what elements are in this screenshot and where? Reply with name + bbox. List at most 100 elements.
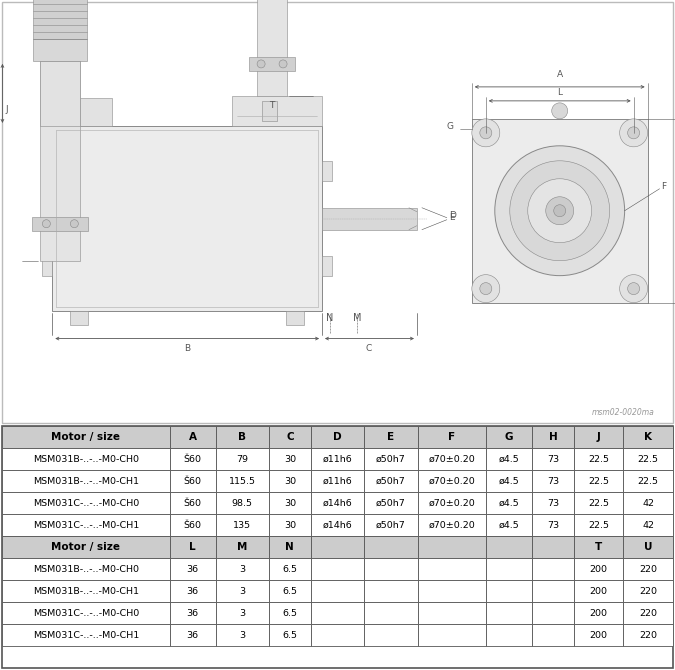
Text: 22.5: 22.5	[638, 476, 659, 486]
Text: A: A	[557, 70, 563, 80]
Bar	[364, 580, 418, 602]
Bar	[364, 536, 418, 558]
Text: ø4.5: ø4.5	[499, 476, 520, 486]
Bar	[624, 470, 673, 492]
Text: 220: 220	[639, 565, 657, 574]
Text: B: B	[184, 344, 190, 353]
Text: 22.5: 22.5	[588, 521, 609, 529]
Circle shape	[257, 60, 265, 68]
Bar	[486, 514, 532, 536]
Text: 220: 220	[639, 586, 657, 596]
Bar	[2, 580, 169, 602]
Text: 200: 200	[590, 586, 608, 596]
Bar	[486, 602, 532, 624]
Bar	[624, 448, 673, 470]
Bar	[364, 514, 418, 536]
Bar	[364, 624, 418, 646]
Bar	[310, 514, 364, 536]
Text: 6.5: 6.5	[282, 586, 298, 596]
Bar	[215, 426, 269, 448]
Bar	[43, 256, 53, 275]
Text: K: K	[644, 432, 652, 442]
Text: E: E	[387, 432, 394, 442]
Bar	[169, 624, 215, 646]
Text: 3: 3	[239, 565, 245, 574]
Bar	[2, 602, 169, 624]
Bar	[215, 536, 269, 558]
Bar	[215, 514, 269, 536]
Bar	[269, 558, 311, 580]
Bar	[624, 624, 673, 646]
Circle shape	[545, 197, 574, 224]
Text: 22.5: 22.5	[588, 454, 609, 464]
Bar	[472, 119, 647, 303]
Bar	[624, 426, 673, 448]
Bar	[624, 602, 673, 624]
Bar	[322, 256, 332, 275]
Text: 22.5: 22.5	[588, 476, 609, 486]
Bar	[574, 514, 624, 536]
Text: B: B	[238, 432, 246, 442]
Bar	[532, 558, 574, 580]
Bar	[532, 514, 574, 536]
Bar	[269, 492, 311, 514]
Text: ø4.5: ø4.5	[499, 498, 520, 508]
Text: 6.5: 6.5	[282, 565, 298, 574]
Text: L: L	[189, 542, 196, 552]
Bar	[574, 470, 624, 492]
Bar	[418, 514, 486, 536]
Bar	[33, 39, 87, 61]
Bar	[249, 57, 295, 71]
Text: ø70±0.20: ø70±0.20	[429, 454, 475, 464]
Bar	[418, 624, 486, 646]
Circle shape	[620, 119, 647, 147]
Text: D: D	[333, 432, 342, 442]
Bar	[624, 492, 673, 514]
Circle shape	[472, 119, 500, 147]
Text: M: M	[353, 313, 361, 322]
Bar	[310, 492, 364, 514]
Bar	[310, 602, 364, 624]
Bar	[364, 492, 418, 514]
Bar	[269, 470, 311, 492]
Text: 73: 73	[547, 521, 559, 529]
Bar	[269, 536, 311, 558]
Text: 200: 200	[590, 565, 608, 574]
Bar	[624, 580, 673, 602]
Bar	[32, 216, 88, 230]
Text: ø50h7: ø50h7	[376, 521, 406, 529]
Bar	[486, 580, 532, 602]
Text: 22.5: 22.5	[638, 454, 659, 464]
Bar	[574, 536, 624, 558]
Polygon shape	[40, 61, 80, 126]
Text: MSM031B-..-..-M0-CH1: MSM031B-..-..-M0-CH1	[33, 586, 139, 596]
Bar	[418, 492, 486, 514]
Text: A: A	[188, 432, 196, 442]
Text: L: L	[558, 88, 562, 97]
Text: ø70±0.20: ø70±0.20	[429, 476, 475, 486]
Bar	[364, 448, 418, 470]
Bar	[53, 98, 112, 126]
Bar	[486, 470, 532, 492]
Text: 30: 30	[284, 498, 296, 508]
Text: Š60: Š60	[184, 498, 202, 508]
Bar	[322, 208, 417, 230]
Bar	[2, 426, 169, 448]
Bar	[269, 514, 311, 536]
Bar	[418, 536, 486, 558]
Bar	[532, 492, 574, 514]
Bar	[624, 514, 673, 536]
Text: 36: 36	[186, 608, 198, 618]
Text: 6.5: 6.5	[282, 608, 298, 618]
Text: MSM031C-..-..-M0-CH0: MSM031C-..-..-M0-CH0	[33, 498, 139, 508]
Bar	[624, 558, 673, 580]
Text: ø14h6: ø14h6	[323, 521, 352, 529]
Bar	[532, 602, 574, 624]
Bar	[310, 558, 364, 580]
Text: ø50h7: ø50h7	[376, 476, 406, 486]
Text: ø4.5: ø4.5	[499, 454, 520, 464]
Text: E: E	[449, 212, 454, 222]
Text: 6.5: 6.5	[282, 630, 298, 640]
Bar	[418, 558, 486, 580]
Bar	[269, 426, 311, 448]
